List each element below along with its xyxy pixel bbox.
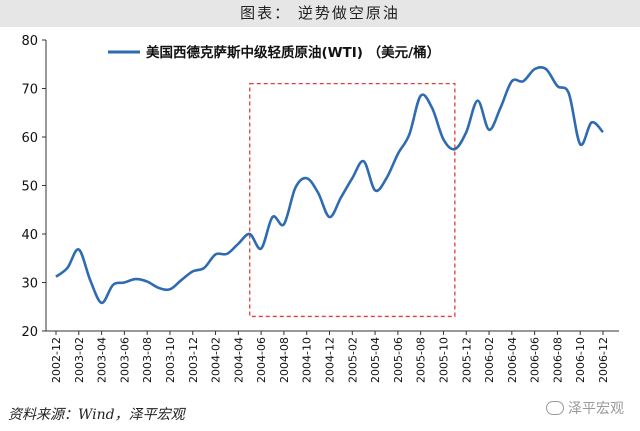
data-point	[374, 189, 377, 192]
data-point	[66, 267, 69, 270]
data-point	[260, 247, 263, 250]
y-tick-label: 30	[21, 277, 38, 292]
data-point	[191, 270, 194, 273]
data-point	[579, 143, 582, 146]
data-point	[89, 279, 92, 282]
data-point	[305, 177, 308, 180]
data-point	[522, 80, 525, 83]
data-point	[351, 177, 354, 180]
data-point	[112, 284, 115, 287]
data-point	[545, 68, 548, 71]
series-layer	[55, 65, 605, 305]
data-point	[431, 107, 434, 110]
data-point	[283, 223, 286, 226]
series-line-wti	[55, 65, 604, 305]
data-point	[157, 287, 160, 290]
data-point	[511, 80, 514, 83]
data-point	[328, 216, 331, 219]
data-point	[499, 107, 502, 110]
y-tick-label: 80	[21, 34, 38, 49]
x-tick-label: 2003-10	[164, 337, 177, 383]
data-point	[237, 242, 240, 245]
data-point	[533, 68, 536, 71]
data-point	[454, 148, 457, 151]
x-tick-label: 2005-12	[460, 337, 473, 383]
data-point	[214, 253, 217, 256]
x-tick-label: 2006-06	[529, 337, 542, 383]
data-point	[271, 216, 274, 219]
data-point	[77, 248, 80, 251]
data-point	[397, 153, 400, 156]
wechat-icon	[546, 401, 564, 415]
x-tick-label: 2006-08	[551, 337, 564, 383]
data-point	[317, 191, 320, 194]
y-tick-label: 60	[21, 131, 38, 146]
x-tick-label: 2005-08	[415, 337, 428, 383]
data-point	[590, 121, 593, 124]
x-tick-label: 2006-10	[574, 337, 587, 383]
data-point	[55, 275, 58, 278]
x-tick-label: 2005-04	[369, 337, 382, 383]
x-tick-label: 2004-10	[301, 337, 314, 383]
x-tick-label: 2006-02	[483, 337, 496, 383]
data-point	[169, 288, 172, 291]
data-point	[123, 281, 126, 284]
data-point	[340, 196, 343, 199]
data-point	[203, 267, 206, 270]
data-point	[408, 133, 411, 136]
highlight-box	[249, 83, 456, 318]
y-tick-label: 50	[21, 180, 38, 195]
data-point	[134, 278, 137, 281]
x-tick-label: 2003-04	[96, 337, 109, 383]
data-point	[100, 302, 103, 305]
x-tick-label: 2002-12	[50, 337, 63, 383]
legend-label: 美国西德克萨斯中级轻质原油(WTI) （美元/桶）	[146, 44, 440, 61]
data-point	[556, 85, 559, 88]
line-chart: 美国西德克萨斯中级轻质原油(WTI) （美元/桶） 20 30 40 50 60 70 80…	[21, 34, 619, 383]
data-point	[294, 187, 297, 190]
data-point	[419, 94, 422, 97]
data-point	[488, 128, 491, 131]
data-point	[146, 280, 149, 283]
watermark: 泽平宏观	[546, 398, 624, 418]
x-tick-label: 2003-02	[73, 337, 86, 383]
data-point	[602, 131, 605, 134]
data-point	[465, 131, 468, 134]
legend: 美国西德克萨斯中级轻质原油(WTI) （美元/桶）	[108, 44, 440, 61]
x-tick-label: 2003-12	[187, 337, 200, 383]
highlight-rect	[249, 83, 456, 318]
x-tick-label: 2005-06	[392, 337, 405, 383]
x-tick-label: 2005-10	[437, 337, 450, 383]
watermark-text: 泽平宏观	[568, 401, 624, 417]
x-tick-label: 2004-02	[210, 337, 223, 383]
data-point	[476, 99, 479, 102]
y-tick-label: 20	[21, 325, 38, 340]
x-tick-label: 2004-12	[324, 337, 337, 383]
data-point	[385, 177, 388, 180]
x-tick-label: 2004-04	[232, 337, 245, 383]
x-tick-label: 2005-02	[346, 337, 359, 383]
x-tick-label: 2003-06	[118, 337, 131, 383]
y-tick-label: 40	[21, 228, 38, 243]
x-tick-label: 2004-08	[278, 337, 291, 383]
data-point	[442, 138, 445, 141]
source-note: 资料来源：Wind，泽平宏观	[8, 407, 185, 423]
data-point	[362, 160, 365, 163]
data-point	[180, 279, 183, 282]
x-tick-label: 2006-04	[506, 337, 519, 383]
figure-title: 图表： 逆势做空原油	[0, 0, 640, 27]
x-tick-label: 2006-12	[597, 337, 610, 383]
y-tick-label: 70	[21, 83, 38, 98]
data-point	[568, 92, 571, 95]
data-point	[248, 233, 251, 236]
x-tick-label: 2003-08	[141, 337, 154, 383]
x-tick-label: 2004-06	[255, 337, 268, 383]
axes: 20 30 40 50 60 70 80 2002-12 2003-02 2003-04 2003-…	[21, 34, 619, 383]
data-point	[226, 253, 229, 256]
